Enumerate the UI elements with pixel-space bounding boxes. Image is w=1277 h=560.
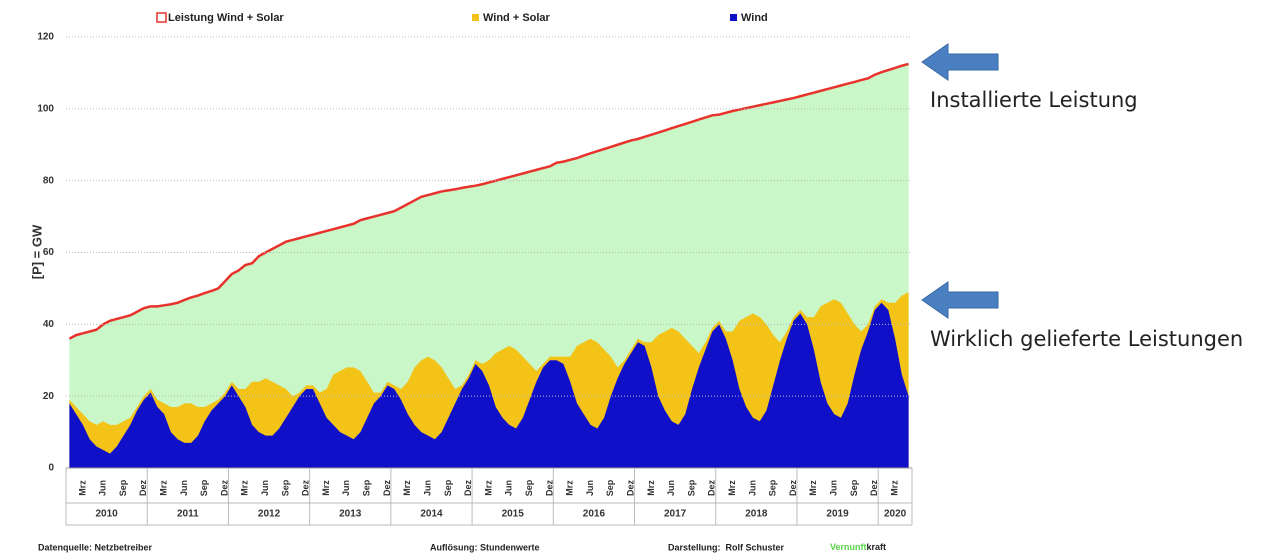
year-label: 2012: [258, 509, 281, 520]
x-tick-label: Mrz: [646, 480, 656, 496]
year-label: 2010: [95, 509, 118, 520]
resolution: Auflösung: Stundenwerte: [430, 542, 540, 552]
x-tick-label: Jun: [829, 480, 839, 496]
year-label: 2020: [884, 509, 907, 520]
x-tick-label: Sep: [443, 479, 453, 496]
x-tick-label: Jun: [341, 480, 351, 496]
year-label: 2014: [420, 509, 443, 520]
y-tick-label: 0: [48, 463, 54, 474]
x-tick-label: Dez: [138, 480, 148, 497]
legend-swatch: [730, 14, 737, 21]
year-label: 2019: [826, 509, 849, 520]
x-tick-label: Dez: [544, 480, 554, 497]
x-tick-label: Dez: [219, 480, 229, 497]
x-tick-label: Mrz: [565, 480, 575, 496]
legend-label: Wind + Solar: [483, 12, 551, 24]
x-tick-label: Sep: [605, 479, 615, 496]
annotation: Installierte Leistung: [930, 88, 1138, 112]
x-tick-label: Sep: [280, 479, 290, 496]
x-tick-label: Sep: [849, 479, 859, 496]
x-tick-label: Sep: [118, 479, 128, 496]
x-tick-label: Sep: [768, 479, 778, 496]
arrow-delivered: [921, 281, 999, 319]
x-tick-label: Jun: [260, 480, 270, 496]
legend-label: Leistung Wind + Solar: [168, 12, 284, 24]
x-tick-label: Dez: [869, 480, 879, 497]
plot-area: [68, 62, 909, 468]
x-tick-label: Jun: [585, 480, 595, 496]
y-tick-label: 20: [43, 391, 55, 402]
y-tick-label: 40: [43, 319, 55, 330]
brand-part: kraft: [867, 542, 887, 552]
legend-label: Wind: [741, 12, 768, 24]
x-tick-label: Jun: [98, 480, 108, 496]
x-tick-label: Mrz: [240, 480, 250, 496]
x-tick-label: Dez: [626, 480, 636, 497]
x-tick-label: Dez: [301, 480, 311, 497]
x-tick-label: Jun: [747, 480, 757, 496]
area: [69, 302, 909, 468]
annotation: Wirklich gelieferte Leistungen: [930, 327, 1243, 351]
legend-swatch: [472, 14, 479, 21]
source: Datenquelle: Netzbetreiber: [38, 542, 153, 552]
x-tick-label: Mrz: [402, 480, 412, 496]
y-tick-label: 60: [43, 247, 55, 258]
y-axis-label: [P] = GW: [29, 224, 44, 279]
y-tick-label: 80: [43, 175, 55, 186]
year-label: 2017: [664, 509, 687, 520]
x-tick-label: Mrz: [159, 480, 169, 496]
x-tick-label: Jun: [179, 480, 189, 496]
year-label: 2013: [339, 509, 362, 520]
year-label: 2011: [177, 509, 199, 520]
x-tick-label: Mrz: [77, 480, 87, 496]
x-tick-label: Sep: [524, 479, 534, 496]
x-tick-label: Mrz: [808, 480, 818, 496]
x-tick-label: Jun: [504, 480, 514, 496]
x-tick-label: Dez: [463, 480, 473, 497]
x-tick-label: Jun: [666, 480, 676, 496]
line: [68, 62, 909, 340]
x-tick-label: Dez: [707, 480, 717, 497]
x-tick-label: Mrz: [321, 480, 331, 496]
x-tick-label: Jun: [422, 480, 432, 496]
legend-swatch: [156, 12, 167, 23]
brand: Vernunftkraft: [830, 542, 886, 552]
arrow-installed: [921, 43, 999, 81]
x-tick-label: Sep: [362, 479, 372, 496]
y-tick-label: 100: [37, 103, 54, 114]
x-tick-label: Mrz: [483, 480, 493, 496]
x-tick-label: Sep: [199, 479, 209, 496]
x-tick-label: Mrz: [889, 480, 899, 496]
x-tick-label: Mrz: [727, 480, 737, 496]
year-label: 2015: [502, 509, 525, 520]
credit: Darstellung: Rolf Schuster: [668, 542, 785, 552]
x-tick-label: Sep: [686, 479, 696, 496]
x-tick-label: Dez: [788, 480, 798, 497]
x-tick-label: Dez: [382, 480, 392, 497]
brand-part: Vernunft: [830, 542, 867, 552]
year-label: 2018: [745, 509, 768, 520]
year-label: 2016: [583, 509, 606, 520]
y-tick-label: 120: [37, 32, 54, 43]
